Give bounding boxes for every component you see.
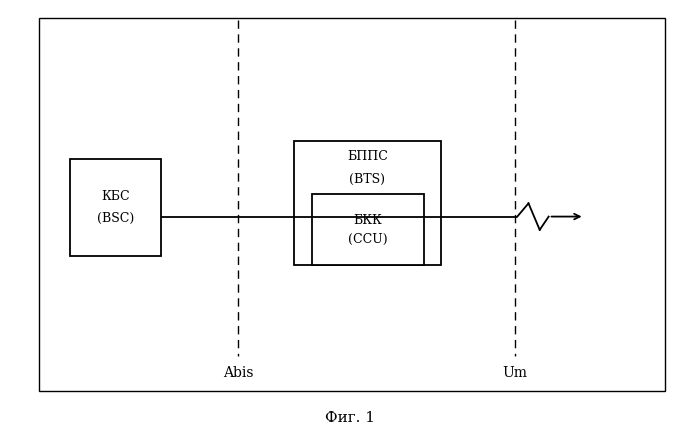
Bar: [294, 141, 441, 265]
Text: КБС: КБС: [102, 190, 130, 203]
Text: (BTS): (BTS): [349, 172, 386, 186]
Text: Abis: Abis: [223, 366, 253, 381]
Bar: [312, 194, 424, 265]
Text: (CCU): (CCU): [348, 233, 387, 246]
Bar: [70, 159, 161, 256]
Text: (BSC): (BSC): [97, 212, 134, 225]
Text: БКК: БКК: [353, 213, 382, 227]
Text: Um: Um: [502, 366, 527, 381]
Bar: [38, 18, 665, 391]
Text: Фиг. 1: Фиг. 1: [325, 411, 375, 425]
Text: БППС: БППС: [347, 150, 388, 164]
